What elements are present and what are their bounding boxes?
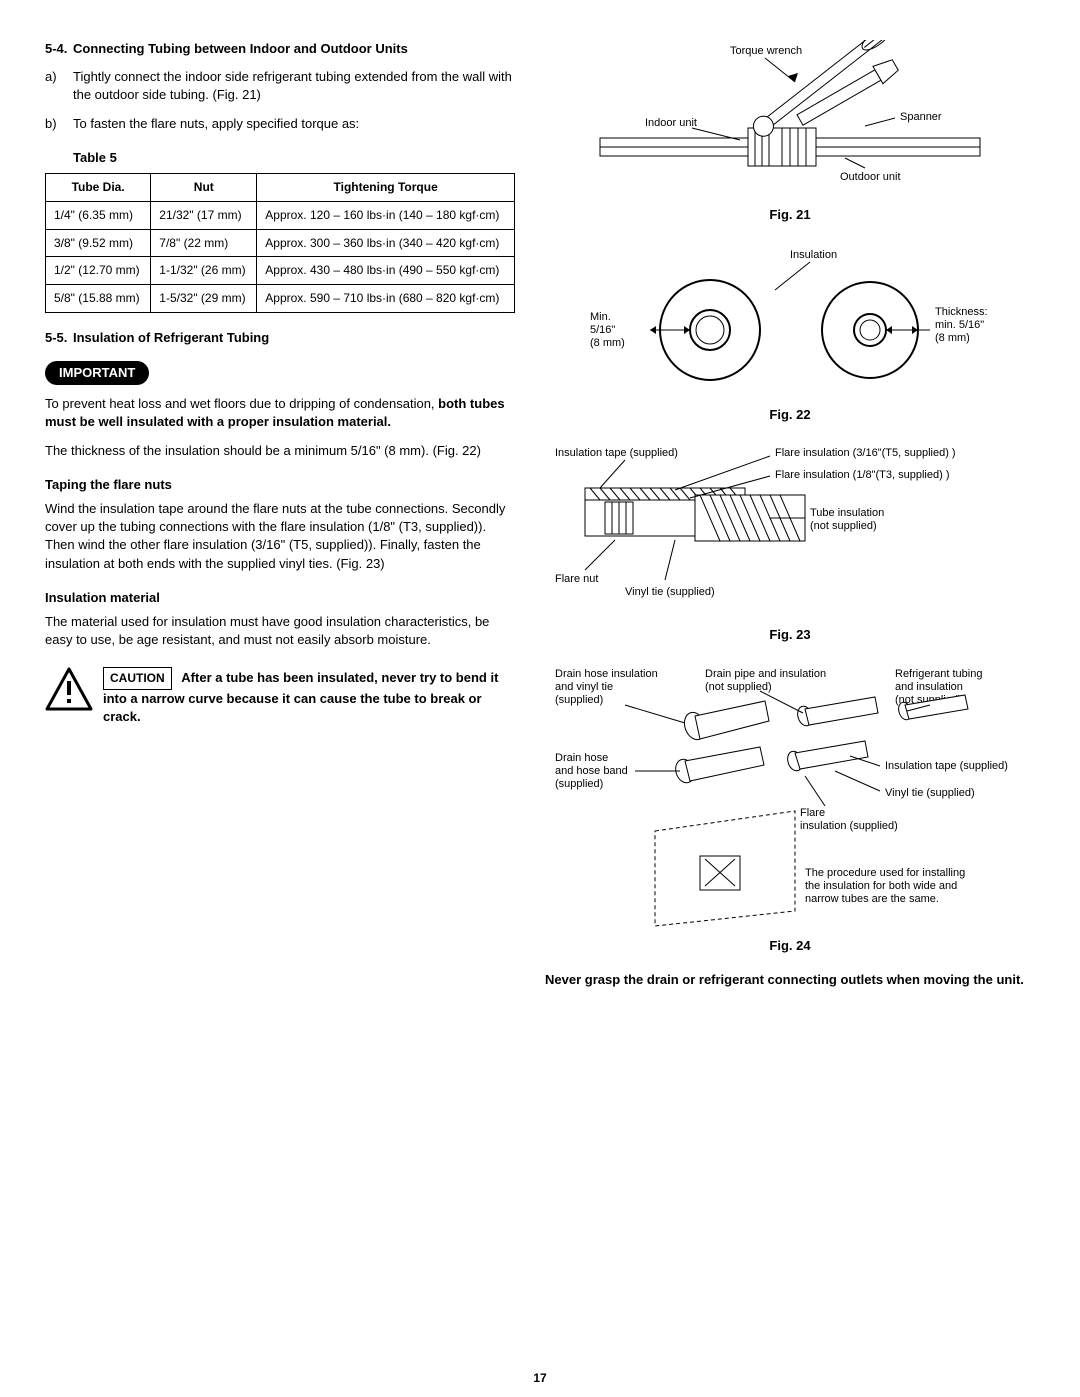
svg-text:5/16": 5/16" — [590, 324, 615, 336]
caution-triangle-icon — [45, 667, 93, 716]
table-5-label: Table 5 — [73, 149, 515, 167]
table-header: Tube Dia. — [46, 173, 151, 201]
svg-text:the insulation for both wide a: the insulation for both wide and — [805, 880, 957, 892]
fig-21-diagram: Torque wrench — [570, 40, 1010, 200]
svg-text:(supplied): (supplied) — [555, 778, 603, 790]
svg-text:Flare nut: Flare nut — [555, 573, 598, 585]
table-header: Nut — [151, 173, 257, 201]
fig-23-diagram: Insulation tape (supplied) Flare insulat… — [545, 440, 1035, 620]
fig-22-caption: Fig. 22 — [545, 406, 1035, 424]
svg-text:Tube insulation: Tube insulation — [810, 507, 884, 519]
svg-text:(8 mm): (8 mm) — [590, 337, 625, 349]
svg-text:and insulation: and insulation — [895, 681, 963, 693]
item-b-text: To fasten the flare nuts, apply specifie… — [73, 115, 515, 133]
fig-24-caption: Fig. 24 — [545, 937, 1035, 955]
table-row: 1/4" (6.35 mm)21/32" (17 mm)Approx. 120 … — [46, 201, 515, 229]
material-text: The material used for insulation must ha… — [45, 613, 515, 649]
svg-text:Drain hose: Drain hose — [555, 752, 608, 764]
section-5-5-prefix: 5-5. — [45, 330, 67, 345]
fig-22-diagram: Insulation Min. 5/16" (8 mm) Thickness: … — [560, 240, 1020, 400]
section-5-5-para1: To prevent heat loss and wet floors due … — [45, 395, 515, 431]
svg-text:(not supplied): (not supplied) — [705, 681, 772, 693]
page-number: 17 — [533, 1370, 546, 1387]
svg-text:Flare insulation (3/16"(T5, su: Flare insulation (3/16"(T5, supplied) ) — [775, 447, 956, 459]
svg-text:Spanner: Spanner — [900, 111, 942, 123]
svg-text:Flare insulation (1/8"(T3, sup: Flare insulation (1/8"(T3, supplied) ) — [775, 469, 949, 481]
svg-text:Thickness:: Thickness: — [935, 306, 988, 318]
table-row: 1/2" (12.70 mm)1-1/32" (26 mm)Approx. 43… — [46, 257, 515, 285]
svg-text:Drain pipe and insulation: Drain pipe and insulation — [705, 668, 826, 680]
item-a-text: Tightly connect the indoor side refriger… — [73, 68, 515, 104]
section-5-5-title: Insulation of Refrigerant Tubing — [73, 330, 269, 345]
svg-text:The procedure used for install: The procedure used for installing — [805, 867, 965, 879]
svg-text:Flare: Flare — [800, 807, 825, 819]
svg-text:and vinyl tie: and vinyl tie — [555, 681, 613, 693]
taping-title: Taping the flare nuts — [45, 476, 515, 494]
table-row: 5/8" (15.88 mm)1-5/32" (29 mm)Approx. 59… — [46, 285, 515, 313]
fig-21-caption: Fig. 21 — [545, 206, 1035, 224]
svg-text:Drain hose insulation: Drain hose insulation — [555, 668, 658, 680]
item-a-marker: a) — [45, 68, 73, 104]
section-5-4-title: Connecting Tubing between Indoor and Out… — [73, 41, 408, 56]
svg-text:(supplied): (supplied) — [555, 694, 603, 706]
svg-text:Vinyl tie (supplied): Vinyl tie (supplied) — [885, 787, 975, 799]
important-pill: IMPORTANT — [45, 361, 149, 385]
svg-text:Refrigerant tubing: Refrigerant tubing — [895, 668, 982, 680]
svg-text:Vinyl tie (supplied): Vinyl tie (supplied) — [625, 586, 715, 598]
table-header: Tightening Torque — [257, 173, 515, 201]
table-row: 3/8" (9.52 mm)7/8" (22 mm)Approx. 300 – … — [46, 229, 515, 257]
svg-text:Outdoor unit: Outdoor unit — [840, 171, 901, 183]
material-title: Insulation material — [45, 589, 515, 607]
svg-text:narrow tubes are the same.: narrow tubes are the same. — [805, 893, 939, 905]
svg-text:Insulation tape (supplied): Insulation tape (supplied) — [885, 760, 1008, 772]
svg-text:Torque wrench: Torque wrench — [730, 45, 802, 57]
svg-text:(not supplied): (not supplied) — [810, 520, 877, 532]
section-5-5-para2: The thickness of the insulation should b… — [45, 442, 515, 460]
svg-text:Indoor unit: Indoor unit — [645, 117, 697, 129]
fig-23-caption: Fig. 23 — [545, 626, 1035, 644]
svg-text:and hose band: and hose band — [555, 765, 628, 777]
svg-text:(8 mm): (8 mm) — [935, 332, 970, 344]
svg-text:Insulation tape (supplied): Insulation tape (supplied) — [555, 447, 678, 459]
torque-table: Tube Dia.NutTightening Torque 1/4" (6.35… — [45, 173, 515, 313]
never-grasp-text: Never grasp the drain or refrigerant con… — [545, 971, 1035, 989]
item-b-marker: b) — [45, 115, 73, 133]
taping-text: Wind the insulation tape around the flar… — [45, 500, 515, 573]
caution-label: CAUTION — [103, 667, 172, 690]
svg-text:insulation (supplied): insulation (supplied) — [800, 820, 898, 832]
fig-24-diagram: Drain hose insulation and vinyl tie (sup… — [545, 661, 1035, 931]
svg-text:min. 5/16": min. 5/16" — [935, 319, 984, 331]
svg-text:Min.: Min. — [590, 311, 611, 323]
section-5-4-prefix: 5-4. — [45, 41, 67, 56]
svg-text:Insulation: Insulation — [790, 249, 837, 261]
